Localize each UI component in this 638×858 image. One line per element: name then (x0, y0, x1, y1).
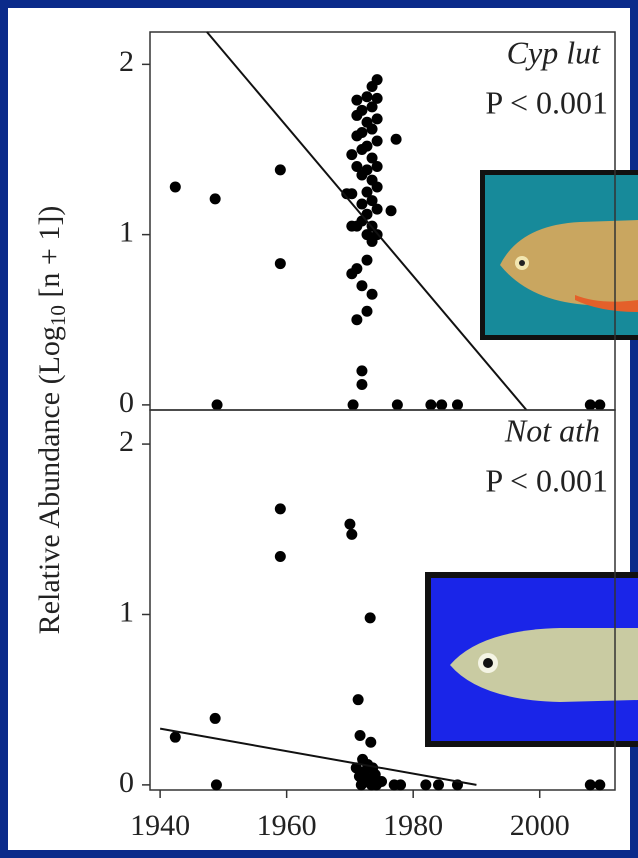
data-point (351, 263, 363, 275)
data-point (391, 399, 403, 411)
data-point (594, 779, 606, 791)
fish-photo-bottom (425, 572, 638, 747)
fish-photo-top (480, 170, 638, 340)
data-point (344, 518, 356, 530)
y-tick-label: 0 (119, 386, 134, 419)
data-point (361, 164, 373, 176)
data-point (371, 135, 383, 147)
y-tick-label: 2 (119, 45, 134, 78)
data-point (371, 74, 383, 86)
y-axis-label-rest: [n + 1]) (33, 206, 66, 305)
data-point (356, 126, 368, 138)
data-point (356, 378, 368, 390)
y-axis-label: Relative Abundance (Log10 [n + 1]) (33, 206, 70, 635)
data-point (210, 779, 222, 791)
data-point (356, 198, 368, 210)
data-point (356, 280, 368, 292)
y-tick-label: 1 (119, 595, 134, 628)
data-point (361, 186, 373, 198)
data-point (365, 736, 377, 748)
data-point (420, 779, 432, 791)
data-point (351, 314, 363, 326)
data-point (451, 399, 463, 411)
data-point (169, 181, 181, 193)
p-value-label: P < 0.001 (485, 84, 608, 120)
data-point (385, 205, 397, 217)
data-point (356, 365, 368, 377)
data-point (351, 161, 363, 173)
data-point (584, 779, 596, 791)
data-point (371, 181, 383, 193)
data-point (211, 399, 223, 411)
data-point (371, 161, 383, 173)
data-point (594, 399, 606, 411)
data-point (351, 94, 363, 106)
species-label: Cyp lut (507, 34, 601, 70)
data-point (274, 164, 286, 176)
data-point (350, 762, 362, 774)
y-tick-label: 1 (119, 216, 134, 249)
data-point (371, 113, 383, 125)
x-tick-label: 2000 (510, 809, 570, 842)
data-point (364, 612, 376, 624)
data-point (274, 503, 286, 515)
data-point (425, 399, 437, 411)
data-point (366, 152, 378, 164)
data-point (361, 305, 373, 317)
data-point (354, 729, 366, 741)
data-point (169, 731, 181, 743)
data-point (347, 399, 359, 411)
plot-frame (149, 409, 616, 791)
data-point (346, 528, 358, 540)
data-point (361, 91, 373, 103)
data-point (361, 140, 373, 152)
data-point (390, 133, 402, 145)
data-point (432, 779, 444, 791)
data-point (366, 288, 378, 300)
data-point (371, 92, 383, 104)
data-point (209, 193, 221, 205)
x-tick-label: 1980 (383, 809, 443, 842)
y-tick-label: 0 (119, 766, 134, 799)
data-point (395, 779, 407, 791)
p-value-label: P < 0.001 (485, 462, 608, 498)
data-point (361, 254, 373, 266)
data-point (376, 775, 388, 787)
data-point (209, 712, 221, 724)
x-tick-label: 1960 (257, 809, 317, 842)
regression-line (206, 31, 528, 411)
species-label: Not ath (504, 412, 600, 448)
y-tick-label: 2 (119, 425, 134, 458)
regression-line (159, 727, 477, 786)
data-point (366, 123, 378, 135)
x-tick-label: 1940 (130, 809, 190, 842)
data-point (346, 188, 358, 200)
data-point (436, 399, 448, 411)
data-point (274, 258, 286, 270)
data-point (366, 101, 378, 113)
y-axis-label-main: Relative Abundance (Log (33, 326, 66, 634)
data-point (371, 203, 383, 215)
data-point (352, 694, 364, 706)
data-point (356, 104, 368, 116)
data-point (584, 399, 596, 411)
y-axis-label-sub: 10 (46, 305, 70, 326)
data-point (346, 149, 358, 161)
data-point (366, 195, 378, 207)
data-point (274, 551, 286, 563)
